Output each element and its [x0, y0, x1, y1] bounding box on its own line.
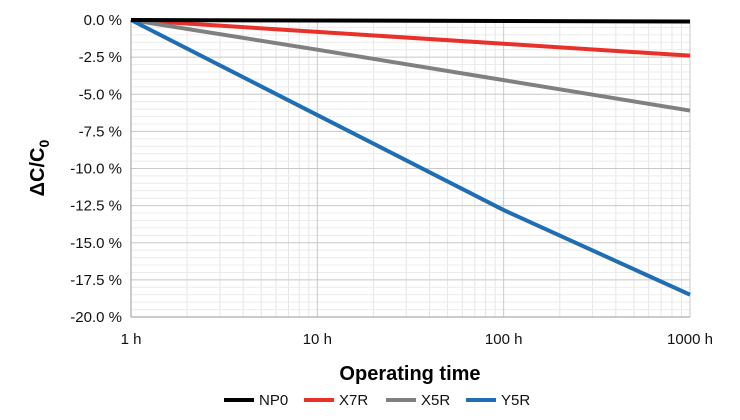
x-axis-ticks: 1 h 10 h 100 h 1000 h — [121, 331, 713, 348]
y-tick-label: -5.0 % — [79, 86, 122, 103]
series-line-x5r — [130, 18, 691, 113]
x-tick-label: 10 h — [303, 331, 332, 348]
y-tick-label: -17.5 % — [70, 272, 122, 289]
series-line-x7r — [130, 18, 691, 58]
series-lines — [130, 18, 691, 297]
y-tick-label: 0.0 % — [84, 12, 122, 29]
x-tick-label: 1000 h — [667, 331, 713, 348]
y-tick-label: -10.0 % — [70, 161, 122, 178]
y-tick-label: -15.0 % — [70, 235, 122, 252]
series-line-np0 — [130, 18, 691, 24]
y-tick-label: -7.5 % — [79, 123, 122, 140]
x-axis-title: Operating time — [339, 363, 480, 385]
y-axis-ticks: 0.0 % -2.5 % -5.0 % -7.5 % -10.0 % -12.5 % -15… — [70, 12, 122, 326]
y-tick-label: -2.5 % — [79, 49, 122, 66]
y-tick-label: -20.0 % — [70, 309, 122, 326]
y-axis-title-main: ΔC/C — [27, 147, 49, 196]
legend-label-x7r: X7R — [339, 392, 368, 409]
y-tick-label: -12.5 % — [70, 198, 122, 215]
x-tick-label: 100 h — [485, 331, 523, 348]
series-line-y5r — [130, 18, 691, 297]
y-axis-title-subscript: 0 — [36, 139, 52, 147]
y-axis-title: ΔC/C0 — [27, 139, 52, 196]
legend: NP0 X7R X5R Y5R — [224, 392, 530, 409]
legend-label-np0: NP0 — [259, 392, 288, 409]
legend-label-y5r: Y5R — [501, 392, 530, 409]
x-tick-label: 1 h — [121, 331, 142, 348]
legend-label-x5r: X5R — [421, 392, 450, 409]
